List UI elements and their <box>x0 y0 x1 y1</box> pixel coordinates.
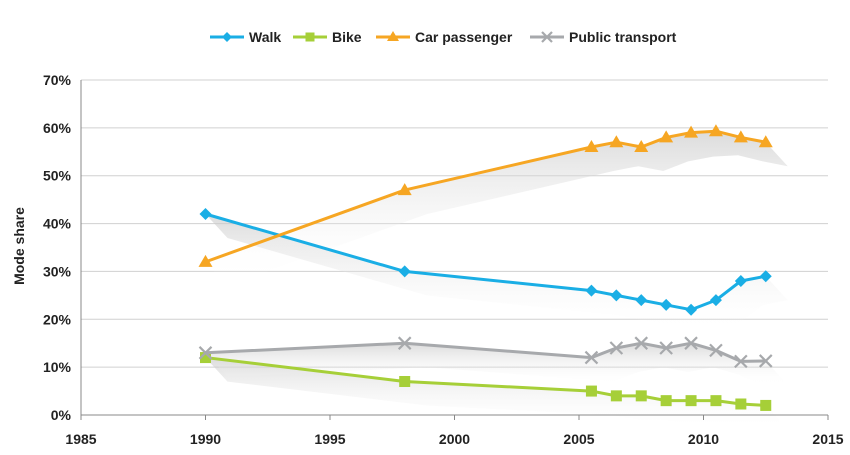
data-point-triangle <box>708 124 723 137</box>
data-point-triangle <box>387 31 399 41</box>
x-tick-label: 1985 <box>65 431 96 447</box>
legend-item-car-passenger: Car passenger <box>376 29 513 45</box>
data-point-x <box>634 336 649 350</box>
data-point-square <box>710 395 722 407</box>
y-tick-label: 0% <box>51 407 72 423</box>
data-point-x <box>584 350 599 365</box>
data-point-diamond <box>635 294 648 307</box>
series-line-bike <box>205 356 766 407</box>
data-point-diamond <box>222 32 232 42</box>
data-point-diamond <box>734 275 747 287</box>
x-tick-label: 2015 <box>812 431 843 447</box>
legend-label-car-passenger: Car passenger <box>415 29 513 45</box>
data-point-triangle <box>198 254 213 267</box>
data-point-x <box>684 336 698 350</box>
x-tick-label: 1990 <box>190 431 221 447</box>
series-line-public-transport <box>205 341 766 363</box>
data-point-x-stroke <box>709 343 723 358</box>
series-public-transport <box>198 336 773 369</box>
data-point-x-stroke <box>758 354 773 368</box>
legend-label-walk: Walk <box>249 29 281 45</box>
data-point-diamond <box>398 265 411 278</box>
data-point-x <box>397 336 412 350</box>
legend-item-bike: Bike <box>293 29 362 45</box>
data-point-square <box>305 32 315 42</box>
data-point-x-stroke <box>634 336 649 350</box>
data-point-x-stroke <box>734 354 748 369</box>
data-point-square <box>685 395 697 407</box>
data-point-square <box>635 390 647 402</box>
data-point-square <box>735 398 747 410</box>
gridlines <box>81 79 828 368</box>
data-point-diamond <box>585 284 598 297</box>
data-point-triangle <box>584 140 599 152</box>
series-line-car-passenger <box>204 129 767 264</box>
data-point-diamond <box>759 270 772 283</box>
data-point-x-stroke <box>659 341 673 355</box>
shadow-car-passenger <box>205 131 788 286</box>
y-tick-label: 20% <box>43 311 72 327</box>
data-point-square <box>760 399 772 411</box>
data-point-x <box>709 343 723 358</box>
data-point-triangle <box>659 130 674 143</box>
data-point-diamond <box>199 208 212 220</box>
y-tick-label: 50% <box>43 168 72 184</box>
data-point-x-stroke <box>198 346 213 360</box>
shadow-public-transport <box>205 343 788 386</box>
legend-label-bike: Bike <box>332 29 362 45</box>
series-car-passenger <box>198 124 773 267</box>
data-point-x <box>659 341 673 355</box>
data-point-triangle <box>684 125 699 138</box>
data-point-square <box>585 385 597 397</box>
x-tick-label: 2010 <box>688 431 719 447</box>
y-tick-label: 70% <box>43 72 72 88</box>
x-tick-label: 1995 <box>314 431 345 447</box>
x-tick-label: 2005 <box>563 431 594 447</box>
data-point-diamond <box>685 303 698 316</box>
data-point-triangle <box>634 140 649 152</box>
data-point-x <box>758 354 773 368</box>
series-layer <box>198 124 773 411</box>
data-point-triangle <box>733 130 748 143</box>
data-point-x-stroke <box>541 31 553 43</box>
data-point-x <box>541 31 553 43</box>
data-point-x-stroke <box>397 336 412 350</box>
data-point-triangle <box>609 135 624 148</box>
y-tick-label: 10% <box>43 359 72 375</box>
data-point-square <box>200 352 211 364</box>
x-tick-label: 2000 <box>439 431 470 447</box>
axes: 0% 10% 20% 30% 40% 50% 60% 70% 1985 1990 1995 2000 2… <box>43 72 844 447</box>
legend-item-walk: Walk <box>210 29 281 45</box>
data-point-x-stroke <box>684 336 698 350</box>
data-point-triangle <box>758 135 773 148</box>
data-point-x-stroke <box>584 350 599 365</box>
y-tick-label: 40% <box>43 216 72 232</box>
data-point-square <box>610 390 622 402</box>
legend-item-public-transport: Public transport <box>530 29 677 45</box>
data-point-x-stroke <box>609 341 624 355</box>
data-point-square <box>660 395 672 407</box>
data-point-triangle <box>397 183 412 196</box>
series-line-walk <box>205 212 767 312</box>
legend-label-public-transport: Public transport <box>569 29 677 45</box>
data-point-x <box>609 341 624 355</box>
series-walk <box>199 208 772 316</box>
y-tick-label: 30% <box>43 263 72 279</box>
data-point-x <box>198 346 213 360</box>
data-point-diamond <box>709 294 722 307</box>
y-tick-label: 60% <box>43 120 72 136</box>
y-axis-title: Mode share <box>11 207 27 285</box>
data-point-diamond <box>660 298 673 311</box>
data-point-diamond <box>610 289 623 302</box>
data-point-x <box>734 354 748 369</box>
legend: Walk Bike Car passenger Public transport <box>210 29 677 45</box>
data-point-square <box>399 376 411 387</box>
series-bike <box>200 352 772 411</box>
